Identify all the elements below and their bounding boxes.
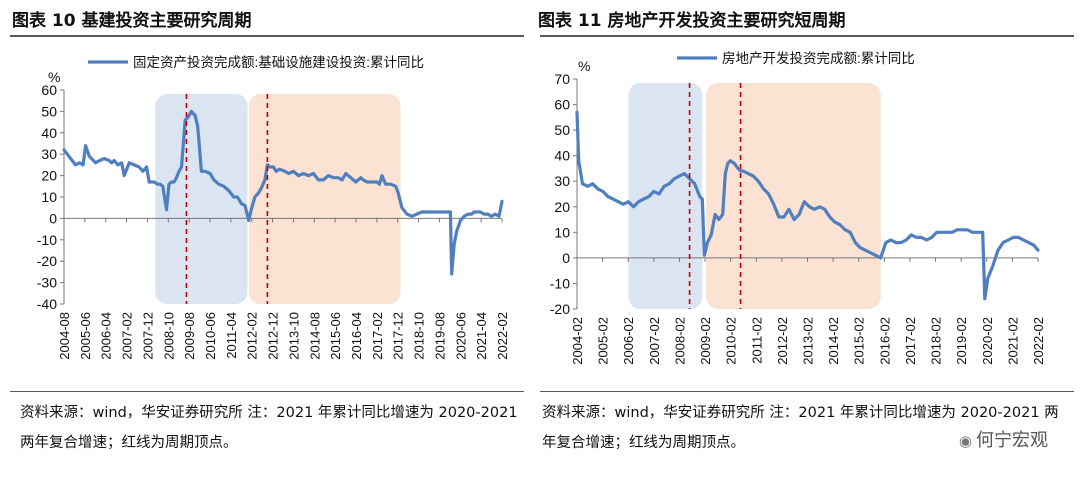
y-tick-label: -30: [37, 275, 57, 291]
x-tick-label: 2011-04: [224, 312, 239, 359]
y-tick-label: 10: [41, 189, 57, 205]
y-tick-label: 70: [554, 71, 570, 87]
x-tick-label: 2008-02: [672, 317, 687, 365]
shaded-period-orange: [706, 83, 881, 309]
x-tick-label: 2013-10: [286, 312, 301, 360]
shaded-period-orange: [248, 94, 401, 304]
source-note: 资料来源：wind，华安证券研究所 注：2021 年累计同比增速为 2020-2…: [542, 405, 1059, 451]
x-tick-label: 2020-02: [980, 317, 995, 365]
x-tick-label: 2016-04: [349, 312, 364, 360]
x-tick-label: 2015-02: [852, 317, 867, 365]
x-tick-label: 2004-02: [570, 317, 585, 365]
x-tick-label: 2006-02: [621, 317, 636, 365]
x-tick-label: 2014-08: [307, 312, 322, 360]
y-unit-label: %: [48, 69, 60, 85]
wechat-icon: ◉: [958, 432, 972, 450]
x-tick-label: 2021-04: [474, 312, 489, 360]
x-tick-label: 2007-02: [647, 317, 662, 365]
y-tick-label: 40: [41, 125, 57, 141]
title-divider: [10, 35, 524, 37]
x-tick-label: 2012-02: [775, 317, 790, 365]
y-tick-label: 60: [41, 82, 57, 98]
x-tick-label: 2017-02: [370, 312, 385, 360]
x-tick-label: 2017-12: [391, 312, 406, 360]
x-tick-label: 2019-08: [432, 312, 447, 360]
watermark: ◉ 何宁宏观: [959, 426, 1048, 452]
series-line: [575, 110, 1040, 301]
y-tick-label: 50: [41, 103, 57, 119]
x-tick-label: 2005-02: [596, 317, 611, 365]
x-tick-label: 2010-06: [203, 312, 218, 360]
x-tick-label: 2017-02: [903, 317, 918, 365]
x-tick-label: 2012-02: [245, 312, 260, 360]
real-estate-line-chart: -20 -10 0 10 20 30 40 50 60 70% 2004-02 2005-02 2006…: [550, 51, 1046, 365]
y-tick-label: 10: [554, 224, 570, 240]
x-tick-label: 2013-02: [801, 317, 816, 365]
y-tick-label: -40: [37, 296, 57, 312]
y-unit-label: %: [578, 58, 590, 74]
x-tick-label: 2012-12: [266, 312, 281, 360]
y-tick-label: -10: [550, 275, 570, 291]
x-tick-label: 2014-02: [826, 317, 841, 365]
chart-title: 图表 10 基建投资主要研究周期: [12, 11, 252, 31]
x-tick-label: 2018-10: [412, 312, 427, 360]
shaded-period-blue: [155, 94, 248, 304]
y-tick-label: -10: [37, 232, 57, 248]
y-tick-label: 40: [554, 148, 570, 164]
shaded-period-blue: [628, 83, 703, 309]
infrastructure-line-chart: -40 -30 -20 -10 0 10 20 30 40 50 60% 2004-08 2005-06…: [37, 54, 510, 360]
x-tick-label: 2019-02: [954, 317, 969, 365]
x-tick-label: 2009-02: [698, 317, 713, 365]
y-tick-label: 30: [554, 173, 570, 189]
x-tick-label: 2008-10: [161, 312, 176, 360]
x-tick-label: 2011-02: [749, 317, 764, 364]
title-divider: [540, 35, 1074, 37]
y-tick-label: 30: [41, 146, 57, 162]
x-tick-label: 2022-02: [495, 312, 510, 360]
chart-panel-infrastructure: 图表 10 基建投资主要研究周期 -40 -30 -20 -10 0 10 20 30 40 50…: [0, 0, 530, 484]
series-line: [62, 109, 504, 276]
watermark-text: 何宁宏观: [976, 430, 1048, 451]
legend-label: 固定资产投资完成额:基础设施建设投资:累计同比: [133, 54, 424, 70]
x-tick-label: 2004-08: [57, 312, 72, 360]
y-tick-label: 0: [49, 210, 57, 226]
y-tick-label: 20: [41, 168, 57, 184]
y-tick-label: 0: [562, 250, 570, 266]
x-tick-label: 2009-08: [182, 312, 197, 360]
x-tick-label: 2015-06: [328, 312, 343, 360]
legend-label: 房地产开发投资完成额:累计同比: [722, 51, 915, 66]
source-divider: [540, 391, 1074, 392]
x-tick-label: 2007-02: [120, 312, 135, 360]
y-tick-label: 50: [554, 122, 570, 138]
y-tick-label: -20: [37, 253, 57, 269]
source-divider: [10, 391, 524, 392]
source-note: 资料来源：wind，华安证券研究所 注：2021 年累计同比增速为 2020-2…: [20, 405, 518, 451]
x-tick-label: 2021-02: [1005, 317, 1020, 365]
y-tick-label: 20: [554, 199, 570, 215]
x-tick-label: 2006-04: [99, 312, 114, 360]
x-tick-label: 2022-02: [1031, 317, 1046, 365]
x-tick-label: 2018-02: [929, 317, 944, 365]
x-tick-label: 2020-06: [453, 312, 468, 360]
chart-panel-real-estate: 图表 11 房地产开发投资主要研究短周期 -20 -10 0 10 20 30 40 50 60…: [530, 0, 1080, 484]
x-tick-label: 2010-02: [724, 317, 739, 365]
y-tick-label: 60: [554, 97, 570, 113]
chart-title: 图表 11 房地产开发投资主要研究短周期: [538, 11, 846, 31]
y-tick-label: -20: [550, 301, 570, 317]
x-tick-label: 2016-02: [877, 317, 892, 365]
x-tick-label: 2005-06: [78, 312, 93, 360]
x-tick-label: 2007-12: [140, 312, 155, 360]
